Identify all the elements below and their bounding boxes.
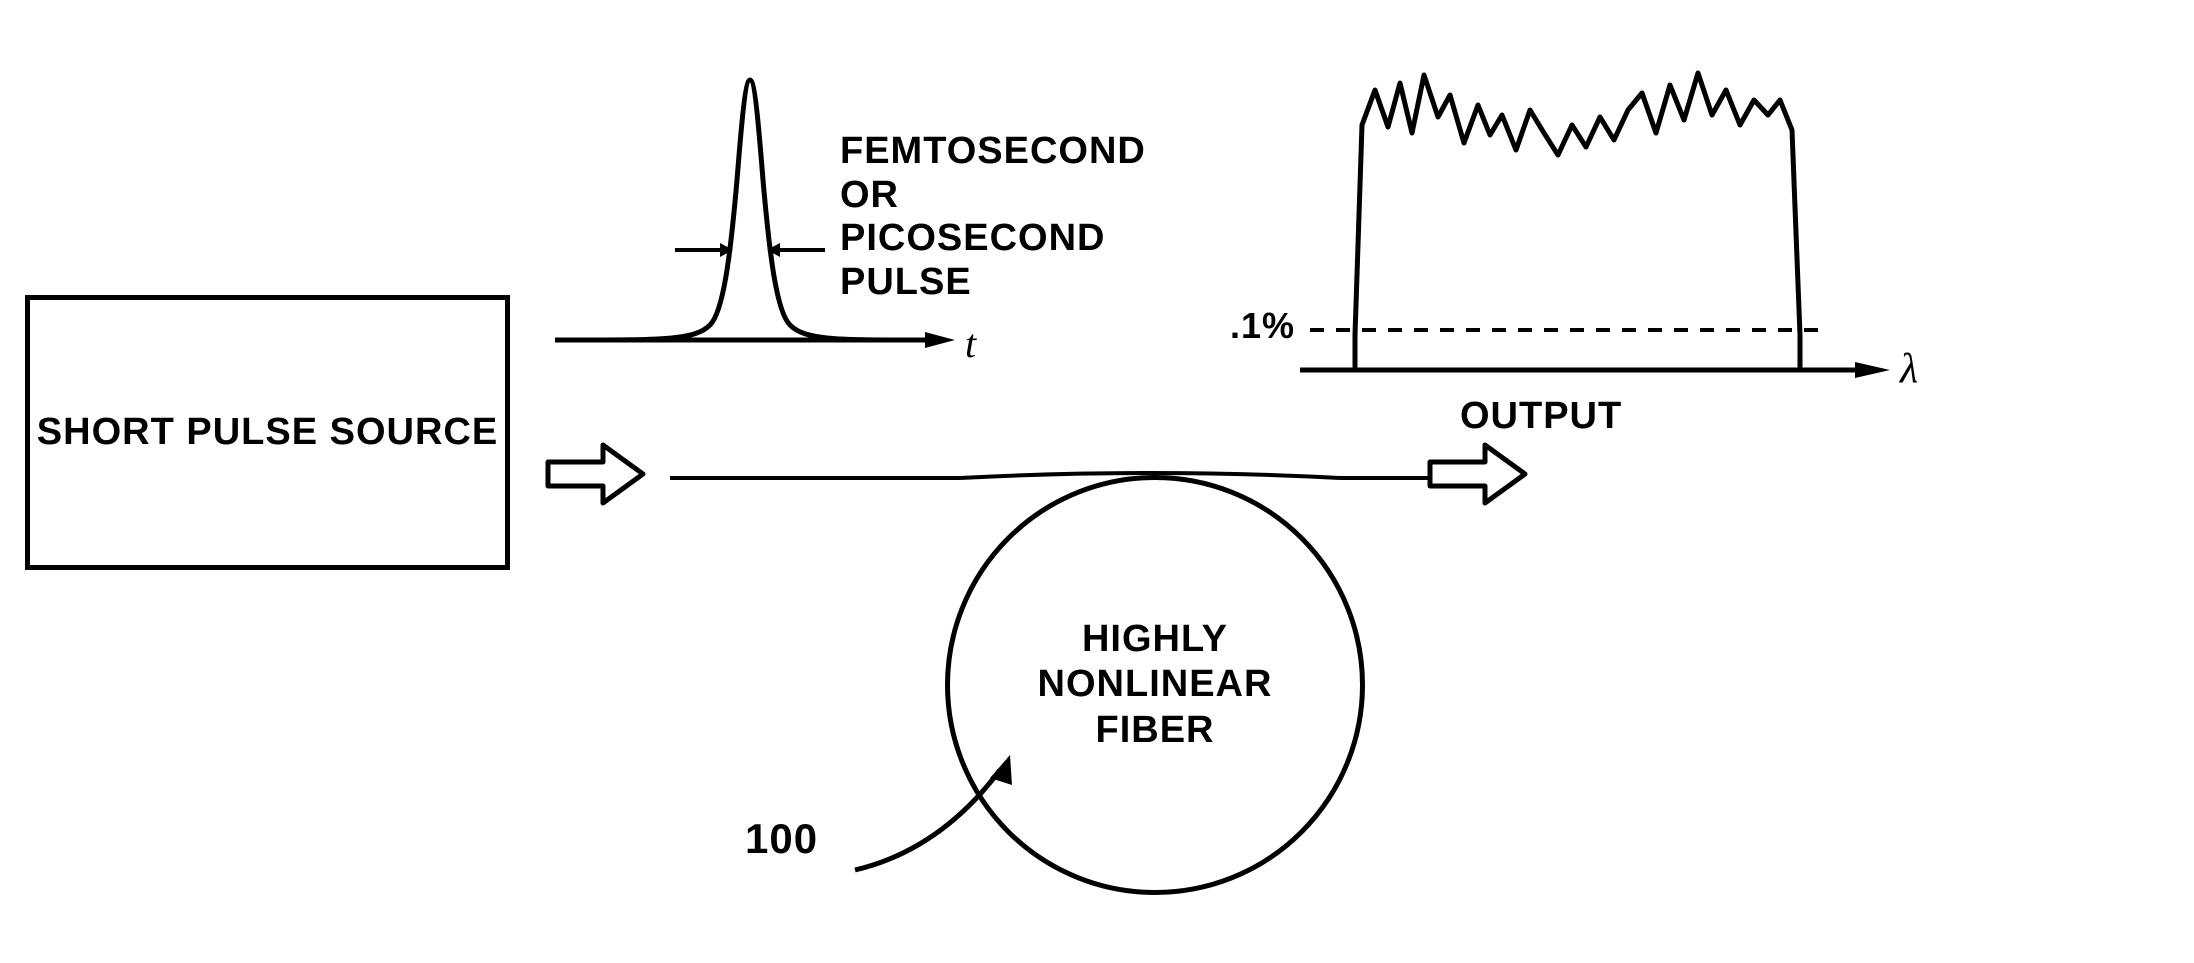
ref-arrow (0, 0, 2194, 963)
